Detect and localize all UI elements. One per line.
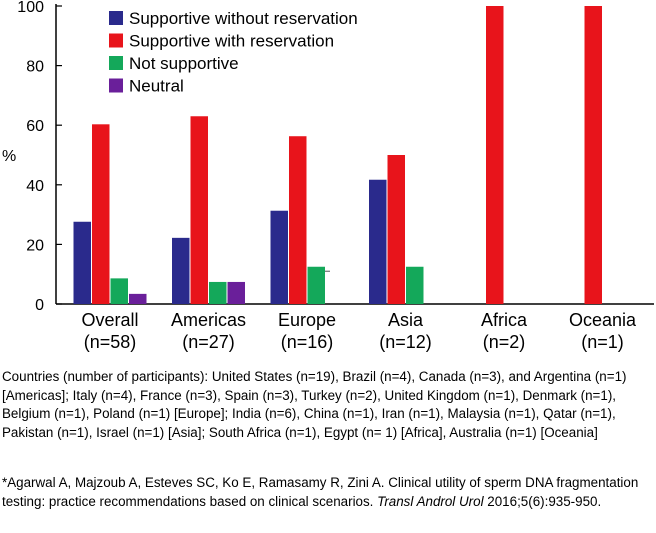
bar — [406, 266, 424, 304]
legend-label: Neutral — [129, 77, 184, 96]
axes: 0 20 40 60 80 100% Overall(n=58) Americas(n=27)… — [2, 0, 654, 352]
bar — [209, 281, 227, 304]
y-axis-label: % — [2, 148, 16, 165]
legend-label: Not supportive — [129, 54, 239, 73]
bars — [73, 6, 602, 304]
y-tick-label: 60 — [26, 118, 44, 135]
legend-swatch — [109, 11, 123, 25]
bar — [307, 266, 325, 304]
x-category-n-label: (n=2) — [483, 332, 526, 352]
citation-journal: Transl Androl Urol — [377, 493, 484, 509]
x-category-label: Europe — [278, 310, 336, 330]
bar — [486, 6, 504, 304]
x-category-n-label: (n=12) — [379, 332, 432, 352]
legend: Supportive without reservation Supportive… — [109, 9, 358, 96]
citation-authors: *Agarwal A, Majzoub A, Esteves SC, Ko E,… — [2, 475, 639, 509]
bar — [369, 179, 387, 304]
bar — [110, 278, 128, 304]
y-tick-label: 0 — [35, 297, 44, 314]
bar — [190, 116, 208, 304]
x-category-label: Overall — [81, 310, 138, 330]
bar — [227, 281, 245, 304]
x-category-n-label: (n=16) — [281, 332, 334, 352]
bar — [387, 155, 405, 304]
x-category-n-label: (n=58) — [84, 332, 137, 352]
bar — [129, 293, 147, 304]
bar — [289, 136, 307, 304]
legend-label: Supportive with reservation — [129, 32, 334, 51]
x-category-label: Africa — [481, 310, 528, 330]
x-category-label: Oceania — [569, 310, 637, 330]
y-tick-label: 20 — [26, 237, 44, 254]
legend-label: Supportive without reservation — [129, 9, 358, 28]
legend-swatch — [109, 33, 123, 48]
x-category-n-label: (n=1) — [581, 332, 624, 352]
legend-swatch — [109, 78, 123, 93]
bar-chart: 0 20 40 60 80 100% Overall(n=58) Americas(n=27)… — [2, 0, 654, 352]
bar — [92, 124, 110, 304]
bar — [172, 237, 190, 304]
x-category-label: Asia — [388, 310, 424, 330]
bar — [73, 221, 91, 304]
x-category-n-label: (n=27) — [182, 332, 235, 352]
bar — [584, 6, 602, 304]
x-category-label: Americas — [171, 310, 246, 330]
y-tick-label: 40 — [26, 178, 44, 195]
citation-footnote: *Agarwal A, Majzoub A, Esteves SC, Ko E,… — [2, 474, 654, 511]
y-tick-label: 100 — [17, 0, 44, 16]
countries-footnote: Countries (number of participants): Unit… — [2, 369, 627, 440]
bar — [270, 210, 288, 304]
legend-swatch — [109, 56, 123, 70]
citation-details: 2016;5(6):935-950. — [483, 493, 602, 509]
y-tick-label: 80 — [26, 59, 44, 76]
